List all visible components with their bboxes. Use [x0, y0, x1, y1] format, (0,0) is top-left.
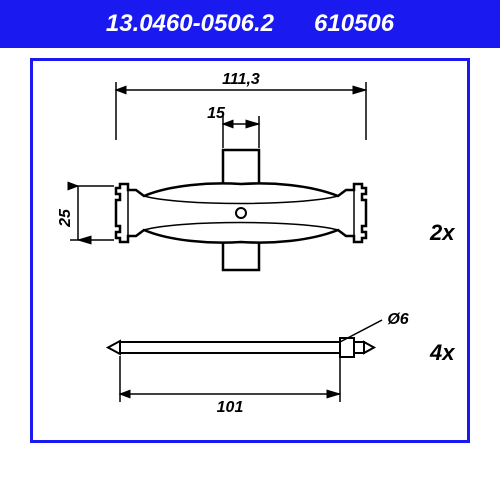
pin-qty: 4x: [430, 340, 454, 366]
dim-height: 25: [57, 186, 114, 240]
dim-width: 111,3: [116, 71, 366, 140]
bracket-qty: 2x: [430, 220, 454, 246]
pin-shape: [108, 338, 374, 357]
bracket-shape: [116, 150, 366, 270]
dim-length-label: 101: [217, 399, 244, 416]
technical-drawing: 111,3 15 25 Ø6 101: [0, 0, 500, 500]
dim-length: 101: [120, 356, 340, 416]
dim-height-label: 25: [57, 208, 74, 228]
dim-diameter-label: Ø6: [387, 311, 408, 328]
dim-width-label: 111,3: [222, 71, 260, 88]
dim-slot: 15: [207, 105, 259, 148]
dim-slot-label: 15: [207, 105, 226, 122]
